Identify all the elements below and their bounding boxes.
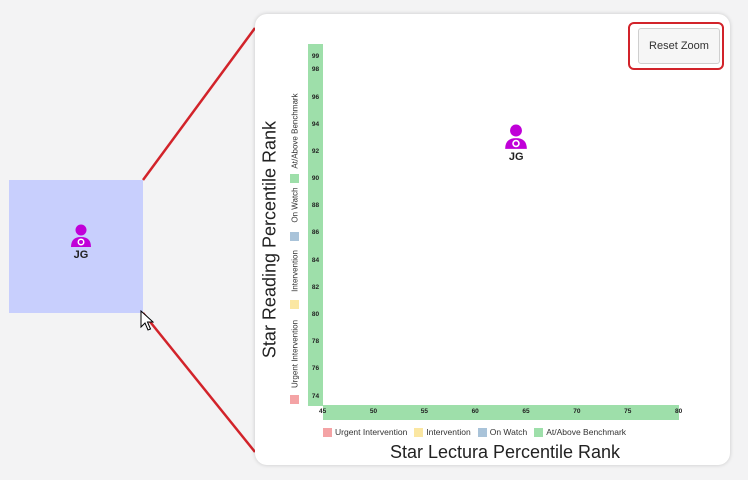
- y-tick-label: 74: [311, 392, 320, 400]
- legend-item: Urgent Intervention: [323, 427, 407, 437]
- legend-item: Intervention: [414, 427, 471, 437]
- student-icon: [71, 224, 91, 247]
- legend-label: On Watch: [489, 427, 528, 437]
- y-tick-label: 76: [311, 365, 320, 373]
- x-tick-label: 70: [573, 408, 581, 415]
- y-tick-label: 90: [311, 175, 320, 183]
- legend-swatch: [290, 232, 299, 241]
- y-tick-label: 84: [311, 256, 320, 264]
- student-initials: JG: [73, 249, 89, 261]
- x-tick-label: 50: [369, 408, 378, 415]
- y-tick-label: 82: [311, 283, 320, 291]
- y-tick-label: 88: [311, 202, 320, 210]
- student-icon: [505, 124, 528, 150]
- x-tick-label: 65: [522, 408, 530, 415]
- legend-label: At/Above Benchmark: [290, 93, 300, 169]
- legend-swatch: [414, 427, 424, 437]
- x-tick-label: 55: [420, 408, 428, 415]
- student-marker-jg[interactable]: JG: [499, 124, 533, 163]
- zoom-selection-region[interactable]: JG: [9, 180, 143, 313]
- legend-label: Urgent Intervention: [335, 427, 408, 437]
- x-axis-title: Star Lectura Percentile Rank: [389, 442, 621, 462]
- legend-swatch: [534, 427, 544, 437]
- legend-swatch: [290, 300, 299, 309]
- student-marker-jg-mini[interactable]: JG: [66, 224, 96, 261]
- mouse-cursor-icon: [140, 310, 154, 331]
- legend-label: Intervention: [290, 250, 300, 292]
- reset-zoom-button[interactable]: Reset Zoom: [638, 28, 720, 64]
- y-tick-label: 98: [311, 66, 320, 74]
- legend-swatch: [290, 174, 299, 183]
- y-tick-label: 99: [311, 52, 320, 60]
- zoom-chart-panel: Reset Zoom Star Reading Percentile Rank …: [255, 14, 730, 465]
- x-tick-label: 45: [319, 408, 327, 415]
- legend-swatch: [290, 395, 299, 404]
- x-axis-band: [323, 405, 679, 420]
- y-axis-band: [308, 44, 323, 406]
- y-tick-label: 78: [311, 338, 320, 346]
- x-tick-label: 75: [624, 408, 632, 415]
- legend-item: On Watch: [477, 427, 528, 437]
- x-tick-label: 80: [675, 408, 683, 415]
- legend-label: On Watch: [290, 187, 300, 223]
- y-tick-label: 86: [311, 229, 320, 237]
- y-tick-label: 92: [311, 147, 320, 155]
- legend-label: Intervention: [426, 427, 471, 437]
- horizontal-legend: Urgent Intervention Intervention On Watch A…: [323, 427, 626, 437]
- y-tick-label: 80: [311, 311, 320, 319]
- vertical-legend: Urgent Intervention Intervention On Watch A…: [285, 84, 305, 406]
- legend-label: At/Above Benchmark: [546, 427, 627, 437]
- y-axis-title: Star Reading Percentile Rank: [259, 120, 280, 359]
- y-tick-label: 96: [311, 93, 320, 101]
- student-initials: JG: [508, 151, 524, 164]
- x-tick-label: 60: [471, 408, 479, 415]
- y-tick-label: 94: [311, 120, 320, 128]
- reset-zoom-highlight: [628, 22, 724, 70]
- legend-label: Urgent Intervention: [290, 319, 300, 389]
- legend-swatch: [477, 427, 487, 437]
- legend-item: At/Above Benchmark: [534, 427, 626, 437]
- legend-swatch: [323, 427, 332, 437]
